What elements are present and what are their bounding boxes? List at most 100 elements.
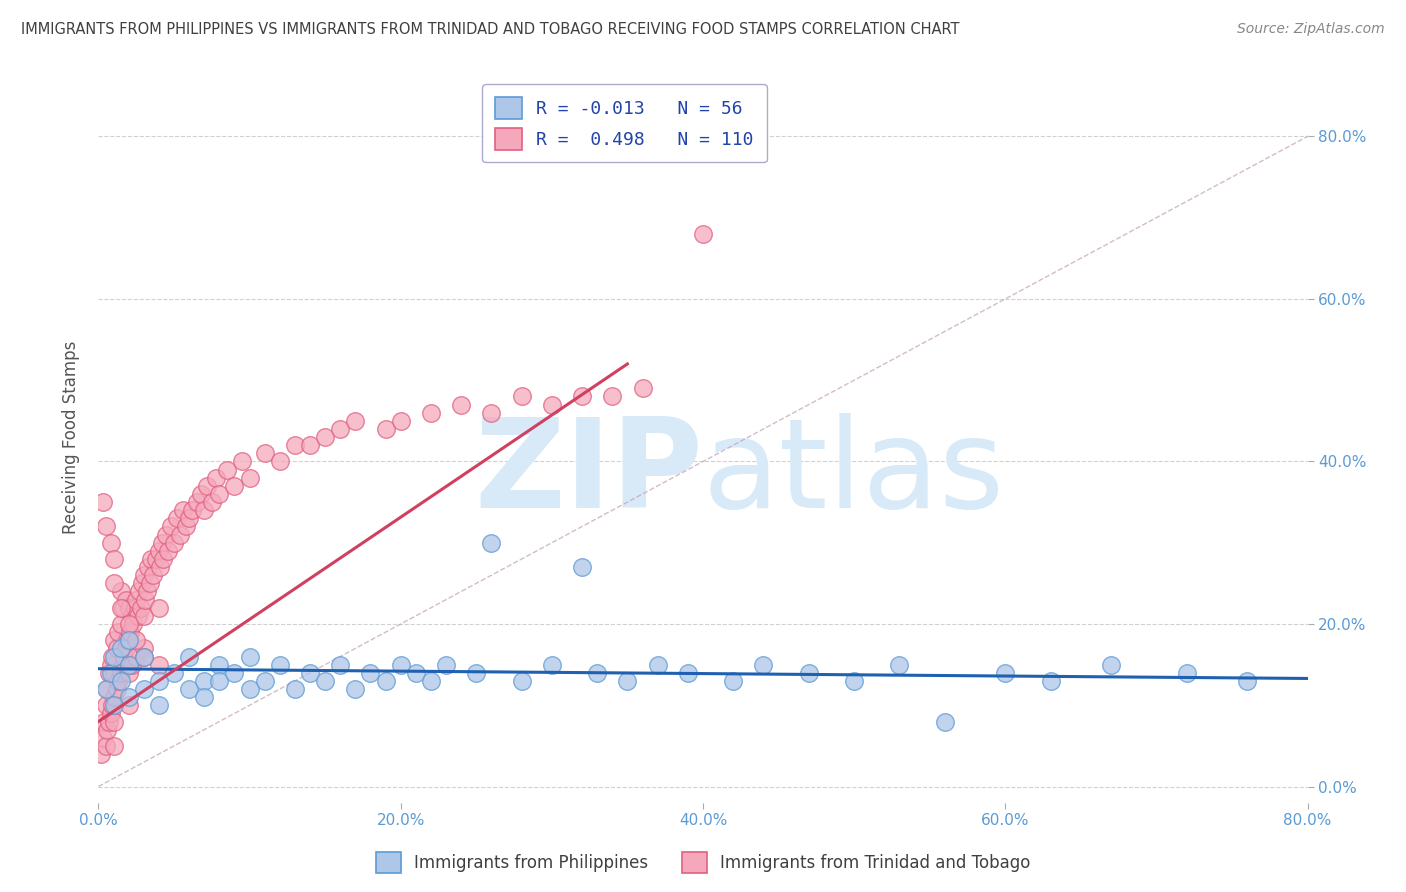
Point (118, 600, 141, 615)
Point (540, 398, 562, 412)
Point (172, 503, 194, 517)
Point (253, 673, 276, 688)
Point (329, 422, 352, 436)
Point (181, 503, 204, 517)
Point (540, 657, 562, 672)
Point (231, 454, 253, 468)
Point (195, 479, 218, 493)
Point (193, 503, 215, 517)
Point (374, 422, 396, 436)
Point (110, 584, 132, 599)
Point (100, 665, 122, 680)
Point (284, 438, 307, 452)
Point (631, 381, 654, 395)
Point (132, 649, 155, 664)
Point (166, 511, 188, 525)
Point (118, 657, 141, 672)
Point (148, 657, 170, 672)
Point (118, 665, 141, 680)
Point (91, 495, 114, 509)
Point (797, 665, 820, 680)
Point (269, 657, 291, 672)
Point (114, 641, 136, 656)
Point (103, 739, 125, 753)
Point (111, 600, 134, 615)
Point (114, 592, 136, 607)
Point (103, 698, 125, 713)
Point (101, 649, 124, 664)
Point (186, 495, 208, 509)
Point (1099, 657, 1122, 672)
Point (389, 414, 412, 428)
Point (420, 406, 443, 420)
Text: atlas: atlas (703, 413, 1005, 534)
Point (118, 633, 141, 648)
Point (481, 406, 503, 420)
Point (844, 673, 866, 688)
Point (215, 462, 238, 476)
Text: Source: ZipAtlas.com: Source: ZipAtlas.com (1237, 22, 1385, 37)
Point (121, 608, 143, 623)
Point (586, 665, 609, 680)
Point (96, 681, 118, 696)
Point (269, 454, 291, 468)
Point (90, 747, 112, 761)
Point (94, 519, 117, 533)
Point (101, 698, 124, 713)
Point (118, 633, 141, 648)
Point (100, 535, 122, 549)
Point (616, 673, 638, 688)
Point (139, 576, 162, 591)
Point (149, 560, 172, 574)
Point (156, 544, 179, 558)
Point (107, 673, 129, 688)
Point (155, 527, 177, 541)
Point (647, 657, 669, 672)
Point (132, 568, 155, 582)
Point (107, 625, 129, 640)
Point (128, 584, 150, 599)
Point (179, 681, 201, 696)
Point (934, 714, 956, 729)
Text: ZIP: ZIP (474, 413, 703, 534)
Point (103, 649, 125, 664)
Point (132, 681, 155, 696)
Point (118, 698, 141, 713)
Point (125, 592, 148, 607)
Point (142, 568, 165, 582)
Point (190, 487, 212, 501)
Point (98, 665, 121, 680)
Point (105, 641, 128, 656)
Point (134, 592, 156, 607)
Point (152, 552, 174, 566)
Point (179, 511, 201, 525)
Point (103, 714, 125, 729)
Point (571, 560, 593, 574)
Point (360, 665, 382, 680)
Point (208, 657, 231, 672)
Point (374, 673, 396, 688)
Point (103, 576, 125, 591)
Point (94, 681, 117, 696)
Point (115, 633, 138, 648)
Point (120, 625, 142, 640)
Point (752, 657, 775, 672)
Point (723, 673, 745, 688)
Point (224, 479, 246, 493)
Point (121, 657, 143, 672)
Point (253, 446, 276, 460)
Point (405, 665, 427, 680)
Point (571, 389, 593, 403)
Point (135, 584, 157, 599)
Point (93, 714, 115, 729)
Point (692, 227, 714, 241)
Point (676, 665, 699, 680)
Point (193, 690, 215, 705)
Point (148, 544, 170, 558)
Point (103, 690, 125, 705)
Point (450, 398, 472, 412)
Point (284, 681, 307, 696)
Point (96, 723, 118, 737)
Point (434, 657, 457, 672)
Point (98, 714, 121, 729)
